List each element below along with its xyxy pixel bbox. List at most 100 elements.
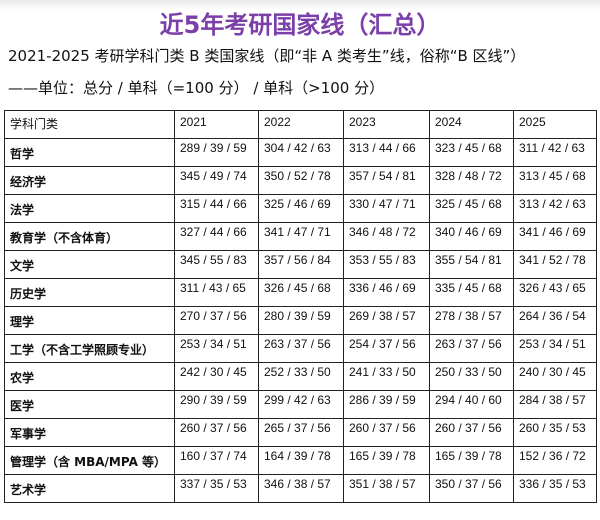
score-cell: 323 / 45 / 68 bbox=[429, 138, 514, 167]
score-cell: 325 / 45 / 68 bbox=[429, 194, 514, 223]
score-cell: 350 / 37 / 56 bbox=[429, 474, 514, 503]
table-row: 法学 315 / 44 / 66 325 / 46 / 69 330 / 47 / 7… bbox=[4, 194, 597, 223]
score-cell: 160 / 37 / 74 bbox=[174, 446, 259, 475]
score-cell: 270 / 37 / 56 bbox=[174, 306, 259, 335]
units-note: ——单位：总分 / 单科（=100 分） / 单科（>100 分） bbox=[8, 79, 385, 97]
header-year: 2025 bbox=[513, 110, 597, 139]
score-cell: 286 / 39 / 59 bbox=[343, 390, 430, 419]
table-row: 经济学 345 / 49 / 74 350 / 52 / 78 357 / 54 / … bbox=[4, 166, 597, 195]
score-cell: 304 / 42 / 63 bbox=[258, 138, 344, 167]
score-cell: 242 / 30 / 45 bbox=[174, 362, 259, 391]
score-cell: 326 / 45 / 68 bbox=[258, 278, 344, 307]
table-row: 农学 242 / 30 / 45 252 / 33 / 50 241 / 33 / 5… bbox=[4, 362, 597, 391]
header-category: 学科门类 bbox=[4, 110, 175, 139]
score-cell: 337 / 35 / 53 bbox=[174, 474, 259, 503]
category-cell: 经济学 bbox=[4, 166, 175, 195]
page-title: 近5年考研国家线（汇总） bbox=[159, 11, 441, 39]
score-cell: 336 / 46 / 69 bbox=[343, 278, 430, 307]
score-cell: 353 / 55 / 83 bbox=[343, 250, 430, 279]
score-cell: 313 / 42 / 63 bbox=[513, 194, 597, 223]
score-cell: 345 / 55 / 83 bbox=[174, 250, 259, 279]
score-cell: 289 / 39 / 59 bbox=[174, 138, 259, 167]
score-cell: 241 / 33 / 50 bbox=[343, 362, 430, 391]
score-cell: 263 / 37 / 56 bbox=[429, 334, 514, 363]
score-cell: 152 / 36 / 72 bbox=[513, 446, 597, 475]
category-cell: 工学（不含工学照顾专业） bbox=[4, 334, 175, 363]
table-row: 文学 345 / 55 / 83 357 / 56 / 84 353 / 55 / 8… bbox=[4, 250, 597, 279]
category-cell: 哲学 bbox=[4, 138, 175, 167]
category-cell: 军事学 bbox=[4, 418, 175, 447]
table-header-row: 学科门类 2021 2022 2023 2024 2025 bbox=[4, 110, 597, 139]
score-cell: 313 / 45 / 68 bbox=[513, 166, 597, 195]
score-cell: 290 / 39 / 59 bbox=[174, 390, 259, 419]
score-cell: 165 / 39 / 78 bbox=[429, 446, 514, 475]
header-year: 2024 bbox=[429, 110, 514, 139]
score-cell: 252 / 33 / 50 bbox=[258, 362, 344, 391]
score-cell: 341 / 47 / 71 bbox=[258, 222, 344, 251]
score-cell: 345 / 49 / 74 bbox=[174, 166, 259, 195]
score-cell: 336 / 35 / 53 bbox=[513, 474, 597, 503]
table-row: 艺术学 337 / 35 / 53 346 / 38 / 57 351 / 38 / … bbox=[4, 474, 597, 503]
score-cell: 341 / 46 / 69 bbox=[513, 222, 597, 251]
header-year: 2022 bbox=[258, 110, 344, 139]
table-row: 哲学 289 / 39 / 59 304 / 42 / 63 313 / 44 / 6… bbox=[4, 138, 597, 167]
score-cell: 253 / 34 / 51 bbox=[174, 334, 259, 363]
table-row: 教育学（不含体育） 327 / 44 / 66 341 / 47 / 71 346 /… bbox=[4, 222, 597, 251]
score-cell: 313 / 44 / 66 bbox=[343, 138, 430, 167]
score-cell: 240 / 30 / 45 bbox=[513, 362, 597, 391]
category-cell: 文学 bbox=[4, 250, 175, 279]
score-cell: 250 / 33 / 50 bbox=[429, 362, 514, 391]
category-cell: 艺术学 bbox=[4, 474, 175, 503]
score-cell: 355 / 54 / 81 bbox=[429, 250, 514, 279]
header-year: 2021 bbox=[174, 110, 259, 139]
score-cell: 254 / 37 / 56 bbox=[343, 334, 430, 363]
score-cell: 326 / 43 / 65 bbox=[513, 278, 597, 307]
score-cell: 340 / 46 / 69 bbox=[429, 222, 514, 251]
header-year: 2023 bbox=[343, 110, 430, 139]
score-table: 学科门类 2021 2022 2023 2024 2025 哲学 289 / 39 / 59 3… bbox=[4, 110, 597, 503]
category-cell: 教育学（不含体育） bbox=[4, 222, 175, 251]
score-cell: 278 / 38 / 57 bbox=[429, 306, 514, 335]
score-cell: 253 / 34 / 51 bbox=[513, 334, 597, 363]
table-row: 军事学 260 / 37 / 56 265 / 37 / 56 260 / 37 / … bbox=[4, 418, 597, 447]
score-cell: 315 / 44 / 66 bbox=[174, 194, 259, 223]
score-cell: 328 / 48 / 72 bbox=[429, 166, 514, 195]
score-cell: 299 / 42 / 63 bbox=[258, 390, 344, 419]
score-cell: 269 / 38 / 57 bbox=[343, 306, 430, 335]
score-cell: 346 / 48 / 72 bbox=[343, 222, 430, 251]
score-cell: 265 / 37 / 56 bbox=[258, 418, 344, 447]
category-cell: 理学 bbox=[4, 306, 175, 335]
category-cell: 医学 bbox=[4, 390, 175, 419]
table-row: 理学 270 / 37 / 56 280 / 39 / 59 269 / 38 / 5… bbox=[4, 306, 597, 335]
category-cell: 法学 bbox=[4, 194, 175, 223]
score-cell: 284 / 38 / 57 bbox=[513, 390, 597, 419]
score-cell: 260 / 35 / 53 bbox=[513, 418, 597, 447]
category-cell: 农学 bbox=[4, 362, 175, 391]
score-cell: 357 / 54 / 81 bbox=[343, 166, 430, 195]
top-bar bbox=[0, 0, 600, 10]
score-cell: 280 / 39 / 59 bbox=[258, 306, 344, 335]
category-cell: 管理学（含 MBA/MPA 等） bbox=[4, 446, 175, 475]
score-cell: 311 / 43 / 65 bbox=[174, 278, 259, 307]
table-row: 历史学 311 / 43 / 65 326 / 45 / 68 336 / 46 / … bbox=[4, 278, 597, 307]
score-cell: 350 / 52 / 78 bbox=[258, 166, 344, 195]
score-cell: 164 / 39 / 78 bbox=[258, 446, 344, 475]
score-cell: 311 / 42 / 63 bbox=[513, 138, 597, 167]
table-row: 工学（不含工学照顾专业） 253 / 34 / 51 263 / 37 / 56 25… bbox=[4, 334, 597, 363]
score-cell: 341 / 52 / 78 bbox=[513, 250, 597, 279]
subtitle: 2021-2025 考研学科门类 B 类国家线（即“非 A 类考生”线，俗称“B… bbox=[8, 47, 526, 65]
score-cell: 165 / 39 / 78 bbox=[343, 446, 430, 475]
score-cell: 357 / 56 / 84 bbox=[258, 250, 344, 279]
score-cell: 294 / 40 / 60 bbox=[429, 390, 514, 419]
score-cell: 330 / 47 / 71 bbox=[343, 194, 430, 223]
score-cell: 264 / 36 / 54 bbox=[513, 306, 597, 335]
score-cell: 260 / 37 / 56 bbox=[343, 418, 430, 447]
score-cell: 351 / 38 / 57 bbox=[343, 474, 430, 503]
score-cell: 346 / 38 / 57 bbox=[258, 474, 344, 503]
score-cell: 263 / 37 / 56 bbox=[258, 334, 344, 363]
table-row: 医学 290 / 39 / 59 299 / 42 / 63 286 / 39 / 5… bbox=[4, 390, 597, 419]
score-cell: 327 / 44 / 66 bbox=[174, 222, 259, 251]
category-cell: 历史学 bbox=[4, 278, 175, 307]
score-cell: 260 / 37 / 56 bbox=[174, 418, 259, 447]
score-cell: 260 / 37 / 56 bbox=[429, 418, 514, 447]
